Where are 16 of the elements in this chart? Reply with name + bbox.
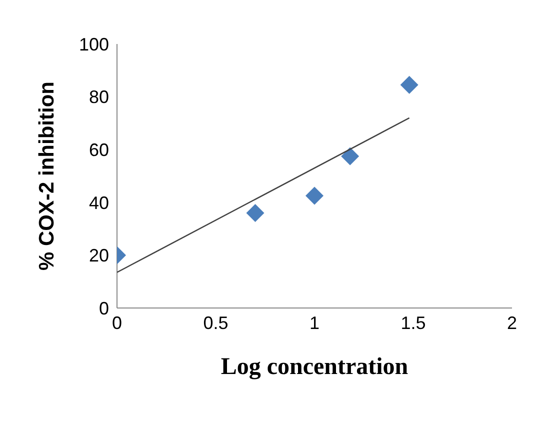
x-tick-label: 0 — [112, 312, 122, 333]
x-tick-label: 0.5 — [203, 312, 228, 333]
y-tick-label: 100 — [78, 34, 109, 54]
x-tick-label: 1 — [309, 312, 320, 333]
x-tick-label: 2 — [506, 312, 518, 333]
x-axis-title: Log concentration — [220, 354, 408, 380]
point — [306, 186, 324, 205]
y-tick-label: 40 — [88, 192, 109, 213]
y-tick-label: 80 — [88, 87, 109, 108]
y-tick-label: 0 — [98, 298, 109, 318]
y-axis-title: % COX-2 inhibition — [35, 82, 58, 270]
point — [341, 147, 360, 166]
point — [400, 76, 418, 94]
x-tick-label: 1.5 — [400, 312, 426, 333]
y-tick-label: 20 — [88, 246, 109, 266]
y-tick-label: 60 — [88, 140, 109, 160]
